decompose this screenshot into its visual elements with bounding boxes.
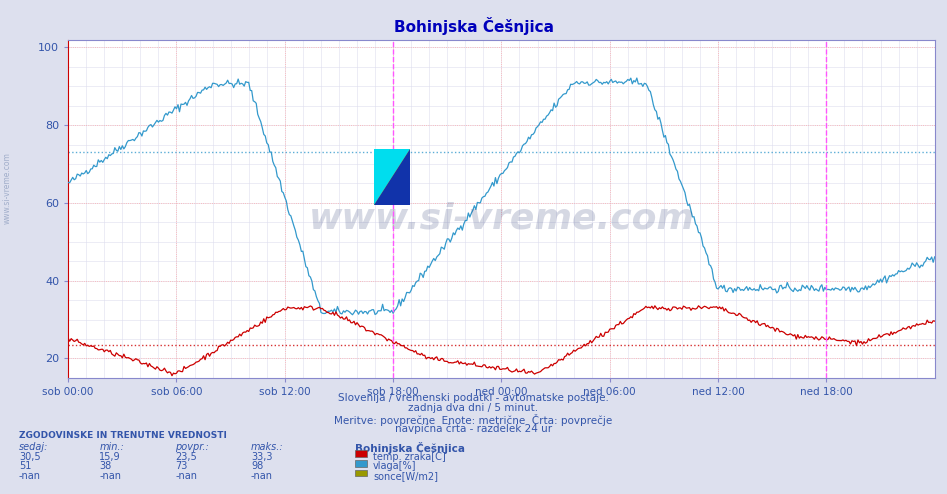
Text: maks.:: maks.: [251, 442, 283, 452]
Text: ZGODOVINSKE IN TRENUTNE VREDNOSTI: ZGODOVINSKE IN TRENUTNE VREDNOSTI [19, 431, 227, 440]
Text: -nan: -nan [19, 471, 41, 481]
Text: Bohinjska Češnjica: Bohinjska Češnjica [355, 442, 465, 453]
Text: min.:: min.: [99, 442, 124, 452]
Text: sedaj:: sedaj: [19, 442, 48, 452]
Text: www.si-vreme.com: www.si-vreme.com [3, 152, 12, 224]
Text: 30,5: 30,5 [19, 452, 41, 461]
Polygon shape [374, 149, 410, 206]
Text: 33,3: 33,3 [251, 452, 273, 461]
Text: povpr.:: povpr.: [175, 442, 209, 452]
Text: Slovenija / vremenski podatki - avtomatske postaje.: Slovenija / vremenski podatki - avtomats… [338, 393, 609, 403]
Text: temp. zraka[C]: temp. zraka[C] [373, 452, 446, 461]
Text: sonce[W/m2]: sonce[W/m2] [373, 471, 438, 481]
Text: 15,9: 15,9 [99, 452, 121, 461]
Text: 51: 51 [19, 461, 31, 471]
Text: -nan: -nan [175, 471, 197, 481]
Polygon shape [374, 149, 410, 206]
Text: Bohinjska Češnjica: Bohinjska Češnjica [394, 17, 553, 35]
Polygon shape [374, 149, 392, 177]
Text: Meritve: povprečne  Enote: metrične  Črta: povprečje: Meritve: povprečne Enote: metrične Črta:… [334, 414, 613, 426]
Text: 98: 98 [251, 461, 263, 471]
Text: 73: 73 [175, 461, 188, 471]
Text: -nan: -nan [251, 471, 273, 481]
Text: www.si-vreme.com: www.si-vreme.com [309, 202, 694, 236]
Text: zadnja dva dni / 5 minut.: zadnja dva dni / 5 minut. [408, 403, 539, 412]
Text: 38: 38 [99, 461, 112, 471]
Text: 23,5: 23,5 [175, 452, 197, 461]
Text: navpična črta - razdelek 24 ur: navpična črta - razdelek 24 ur [395, 424, 552, 434]
Text: -nan: -nan [99, 471, 121, 481]
Text: vlaga[%]: vlaga[%] [373, 461, 417, 471]
